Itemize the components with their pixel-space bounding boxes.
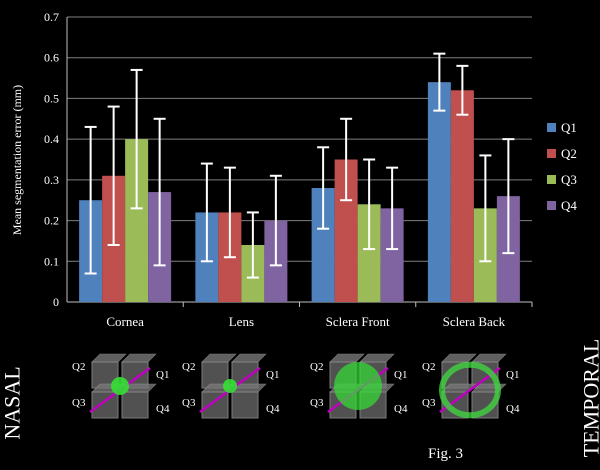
cube-block (201, 391, 229, 419)
figure-caption: Fig. 3 (428, 446, 464, 462)
y-tick-label: 0.1 (44, 254, 59, 268)
cube-block (91, 391, 119, 419)
quadrant-label-q2: Q2 (422, 361, 435, 373)
quadrant-label-q2: Q2 (310, 361, 323, 373)
legend-label-q4: Q4 (561, 198, 577, 213)
legend-swatch-q3 (547, 175, 556, 184)
quadrant-label-q3: Q3 (310, 397, 324, 409)
cube-top-face (231, 353, 267, 363)
y-tick-label: 0.3 (44, 173, 59, 187)
green-shell (439, 361, 501, 419)
cube-top-face (441, 353, 477, 363)
quadrant-label-q4: Q4 (394, 403, 408, 415)
quadrant-diagrams: Q2 Q1 Q3 Q4 Q2 Q1 Q3 Q4 Q2 Q1 Q3 Q4 Q2 Q1 Q3 Q4 (72, 353, 520, 419)
legend-label-q3: Q3 (561, 172, 577, 187)
legend-swatch-q2 (547, 149, 556, 158)
quadrant-label-q1: Q1 (266, 369, 279, 381)
quadrant-cube-1: Q2 Q1 Q3 Q4 (72, 353, 170, 419)
quadrant-label-q3: Q3 (422, 397, 436, 409)
y-tick-label: 0.4 (44, 132, 59, 146)
x-tick-label: Sclera Back (443, 314, 506, 329)
legend: Q1 Q2 Q3 Q4 (547, 120, 577, 213)
bar-q3-cornea (125, 139, 149, 302)
cube-top-face (121, 353, 157, 363)
cube-top-face (201, 353, 237, 363)
temporal-label: TEMPORAL (578, 338, 600, 458)
cube-top-face (359, 353, 395, 363)
y-tick-label: 0.5 (44, 91, 59, 105)
cube-top-face (471, 353, 507, 363)
quadrant-cube-4: Q2 Q1 Q3 Q4 (422, 353, 520, 419)
legend-label-q2: Q2 (561, 146, 577, 161)
quadrant-label-q4: Q4 (506, 403, 520, 415)
quadrant-label-q2: Q2 (182, 361, 195, 373)
cube-block (121, 391, 149, 419)
y-tick-label: 0 (53, 295, 59, 309)
green-region (334, 362, 382, 410)
legend-label-q1: Q1 (561, 120, 577, 135)
quadrant-label-q1: Q1 (506, 369, 519, 381)
green-region (223, 379, 237, 393)
y-axis-label: Mean segmentation error (mm) (10, 85, 24, 235)
cube-block (121, 361, 149, 389)
quadrant-label-q3: Q3 (72, 397, 86, 409)
bar-q2-sclera-front (334, 159, 358, 302)
quadrant-cube-2: Q2 Q1 Q3 Q4 (182, 353, 280, 419)
x-tick-label: Lens (229, 314, 254, 329)
green-region (111, 377, 129, 395)
cube-top-face (329, 353, 365, 363)
quadrant-label-q3: Q3 (182, 397, 196, 409)
quadrant-label-q4: Q4 (156, 403, 170, 415)
quadrant-label-q2: Q2 (72, 361, 85, 373)
cube-top-face (441, 383, 477, 393)
quadrant-label-q1: Q1 (156, 369, 169, 381)
legend-swatch-q1 (547, 123, 556, 132)
bar-q1-sclera-front (311, 188, 335, 302)
y-tick-label: 0.6 (44, 51, 59, 65)
x-tick-label: Cornea (106, 314, 144, 329)
x-tick-label: Sclera Front (326, 314, 390, 329)
cube-block (231, 391, 259, 419)
nasal-label: NASAL (0, 366, 25, 440)
quadrant-cube-3: Q2 Q1 Q3 Q4 (310, 353, 408, 419)
y-tick-label: 0.2 (44, 214, 59, 228)
quadrant-label-q4: Q4 (266, 403, 280, 415)
bar-q4-sclera-front (380, 208, 404, 302)
cube-top-face (231, 383, 267, 393)
bar-chart: 0 0.1 0.2 0.3 0.4 0.5 0.6 0.7 Mean segmentation … (10, 10, 533, 329)
bar-q1-sclera-back (427, 82, 451, 303)
quadrant-label-q1: Q1 (394, 369, 407, 381)
cube-top-face (91, 353, 127, 363)
legend-swatch-q4 (547, 201, 556, 210)
y-tick-label: 0.7 (44, 10, 59, 24)
bar-q3-sclera-front (357, 204, 381, 302)
bar-q2-sclera-back (450, 90, 474, 303)
